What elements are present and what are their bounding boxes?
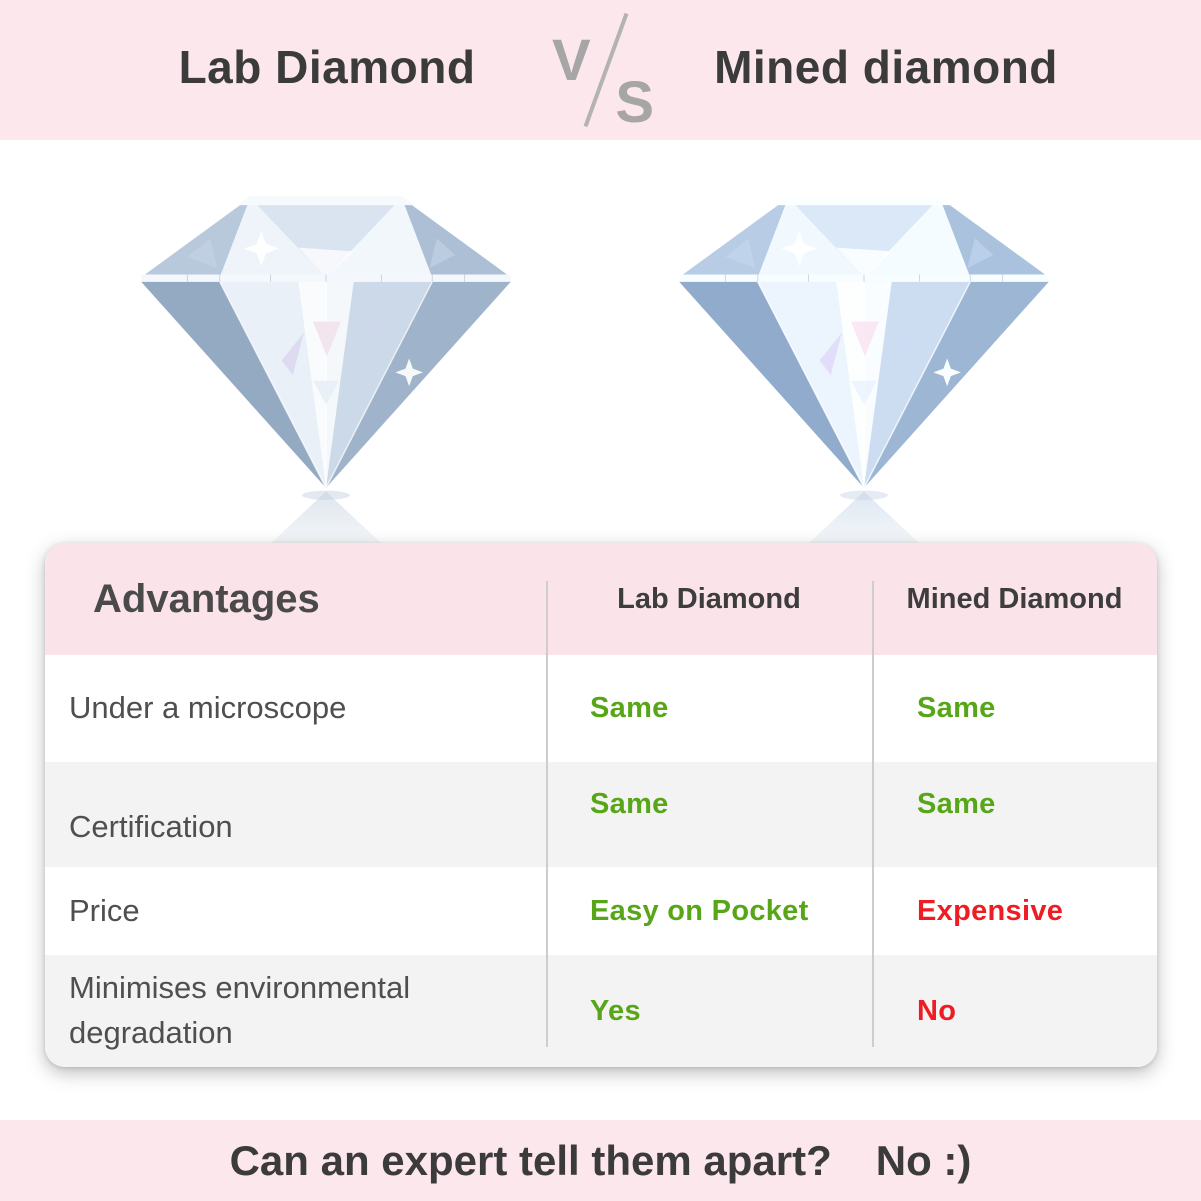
lab-diamond-title: Lab Diamond xyxy=(178,41,476,93)
column-header-lab-diamond: Lab Diamond xyxy=(617,582,801,615)
mined-value: Same xyxy=(917,788,996,820)
mined-value: Expensive xyxy=(917,894,1064,927)
column-header-advantages: Advantages xyxy=(93,576,320,621)
lab-value: Same xyxy=(590,692,669,724)
mined-value: No xyxy=(917,994,957,1027)
row-label: Minimises environmental degradation xyxy=(69,970,411,1050)
mined-value: Same xyxy=(917,692,996,724)
mined-diamond-image xyxy=(678,195,1050,571)
footer-answer: No :) xyxy=(875,1136,972,1184)
table-row-environment: Minimises environmental degradation Yes … xyxy=(45,955,1157,1067)
table-row-certification: Certification Same Same xyxy=(45,762,1157,867)
column-divider-2 xyxy=(872,581,874,1047)
header-band: Lab Diamond V S Mined diamond xyxy=(0,0,1201,140)
column-divider-1 xyxy=(546,581,548,1047)
vs-letter-s: S xyxy=(615,70,654,135)
comparison-table: Advantages Lab Diamond Mined Diamond Und… xyxy=(45,543,1157,1067)
lab-diamond-image xyxy=(140,195,512,571)
row-label: Price xyxy=(69,892,140,928)
lab-value: Yes xyxy=(590,994,641,1027)
column-header-mined-diamond: Mined Diamond xyxy=(906,582,1123,615)
footer-question: Can an expert tell them apart? xyxy=(229,1136,832,1184)
row-label: Certification xyxy=(69,809,233,845)
lab-value: Easy on Pocket xyxy=(590,894,809,927)
vs-mark: V S xyxy=(552,12,656,135)
vs-letter-v: V xyxy=(552,28,591,93)
table-row-microscope: Under a microscope Same Same xyxy=(45,655,1157,762)
footer-band: Can an expert tell them apart? No :) xyxy=(0,1120,1201,1201)
lab-value: Same xyxy=(590,788,669,820)
mined-diamond-title: Mined diamond xyxy=(714,41,1058,93)
table-row-price: Price Easy on Pocket Expensive xyxy=(45,867,1157,955)
row-label: Under a microscope xyxy=(69,690,347,726)
table-header-row: Advantages Lab Diamond Mined Diamond xyxy=(45,543,1157,655)
